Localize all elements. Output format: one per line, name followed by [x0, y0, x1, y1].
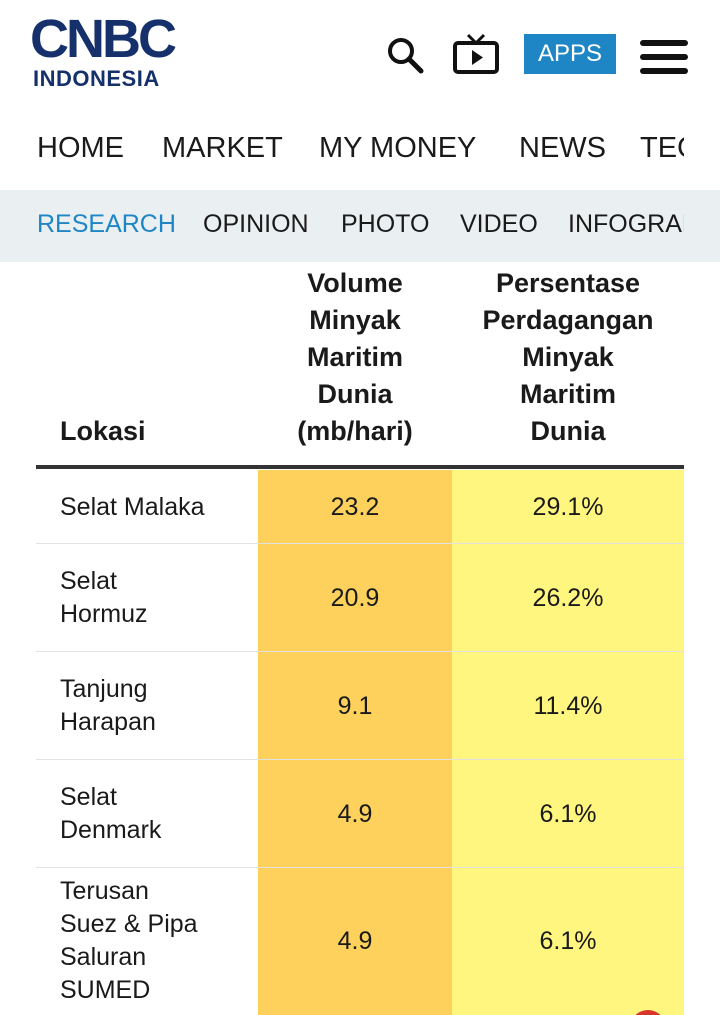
row-label: Tanjung Harapan [60, 652, 250, 760]
header-border [36, 465, 684, 469]
floating-button[interactable] [628, 1008, 668, 1015]
header-line: Volume [307, 268, 403, 298]
label-line: Hormuz [60, 600, 148, 628]
logo[interactable]: CNBC [30, 9, 177, 69]
column-header: Lokasi [60, 413, 250, 450]
header-line: Perdagangan [482, 305, 654, 335]
subnav-link[interactable]: OPINION [203, 210, 309, 238]
label-line: Selat [60, 567, 117, 595]
subnav-link[interactable]: RESEARCH [37, 210, 176, 238]
nav-link[interactable]: HOME [37, 132, 124, 164]
header-line: (mb/hari) [297, 416, 413, 446]
column-fill [452, 470, 684, 1015]
column-fill [258, 470, 452, 1015]
row-divider [36, 543, 684, 544]
subnav-link[interactable]: VIDEO [460, 210, 538, 238]
label-line: SUMED [60, 976, 151, 1004]
apps-button[interactable]: APPS [524, 34, 616, 74]
menu-icon[interactable] [640, 40, 688, 74]
header-line: Minyak [309, 305, 401, 335]
row-divider [36, 867, 684, 868]
label-line: Suez & Pipa [60, 910, 198, 938]
row-label: Selat Hormuz [60, 544, 250, 652]
label-line: Harapan [60, 708, 156, 736]
table-cell: 29.1% [532, 492, 604, 521]
label-line: Selat [60, 783, 117, 811]
label-text: Tanjung Harapan [60, 673, 156, 739]
header-line: Dunia [530, 416, 606, 446]
table-cell: 6.1% [539, 926, 597, 955]
label-line: Tanjung [60, 675, 148, 703]
table-cell: 9.1 [337, 691, 373, 720]
logo-subtitle[interactable]: INDONESIA [33, 66, 160, 91]
nav-link[interactable]: MY MONEY [319, 132, 477, 164]
header-line: Persentase [495, 268, 641, 298]
search-icon[interactable] [385, 35, 425, 75]
table-cell: 4.9 [337, 926, 373, 955]
label-text: Selat Malaka [60, 491, 205, 524]
row-divider [36, 651, 684, 652]
table-cell: 6.1% [539, 799, 597, 828]
subnav-link[interactable]: INFOGRAFIS [568, 210, 684, 238]
label-line: Terusan [60, 877, 149, 905]
table-cell: 23.2 [330, 492, 380, 521]
header-line: Dunia [317, 379, 393, 409]
column-header: Volume Minyak Maritim Dunia (mb/hari) [258, 265, 452, 450]
label-line: Saluran [60, 943, 147, 971]
header-line: Maritim [519, 379, 617, 409]
column-header: Persentase Perdagangan Minyak Maritim Dunia [452, 265, 684, 450]
row-label: Selat Malaka [60, 470, 250, 544]
nav-link[interactable]: TECH [640, 132, 684, 164]
row-divider [36, 759, 684, 760]
label-text: Terusan Suez & Pipa Saluran SUMED [60, 875, 198, 1007]
table-cell: 4.9 [337, 799, 373, 828]
sub-nav: RESEARCH OPINION PHOTO VIDEO INFOGRAFIS [0, 190, 720, 262]
label-line: Selat Malaka [60, 492, 205, 521]
table-cell: 20.9 [330, 583, 380, 612]
table-cell: 26.2% [532, 583, 604, 612]
row-label: Selat Denmark [60, 760, 250, 868]
table-cell: 11.4% [533, 691, 603, 720]
header-line: Minyak [522, 342, 614, 372]
header-line: Lokasi [60, 416, 146, 446]
subnav-link[interactable]: PHOTO [341, 210, 430, 238]
label-line: Denmark [60, 816, 162, 844]
label-text: Selat Hormuz [60, 565, 148, 631]
nav-link[interactable]: MARKET [162, 132, 283, 164]
tv-icon[interactable] [452, 33, 500, 75]
nav-link[interactable]: NEWS [519, 132, 606, 164]
main-nav: HOME MARKET MY MONEY NEWS TECH [0, 128, 684, 174]
header-line: Maritim [306, 342, 404, 372]
label-text: Selat Denmark [60, 781, 161, 847]
row-label: Terusan Suez & Pipa Saluran SUMED [60, 868, 250, 1014]
